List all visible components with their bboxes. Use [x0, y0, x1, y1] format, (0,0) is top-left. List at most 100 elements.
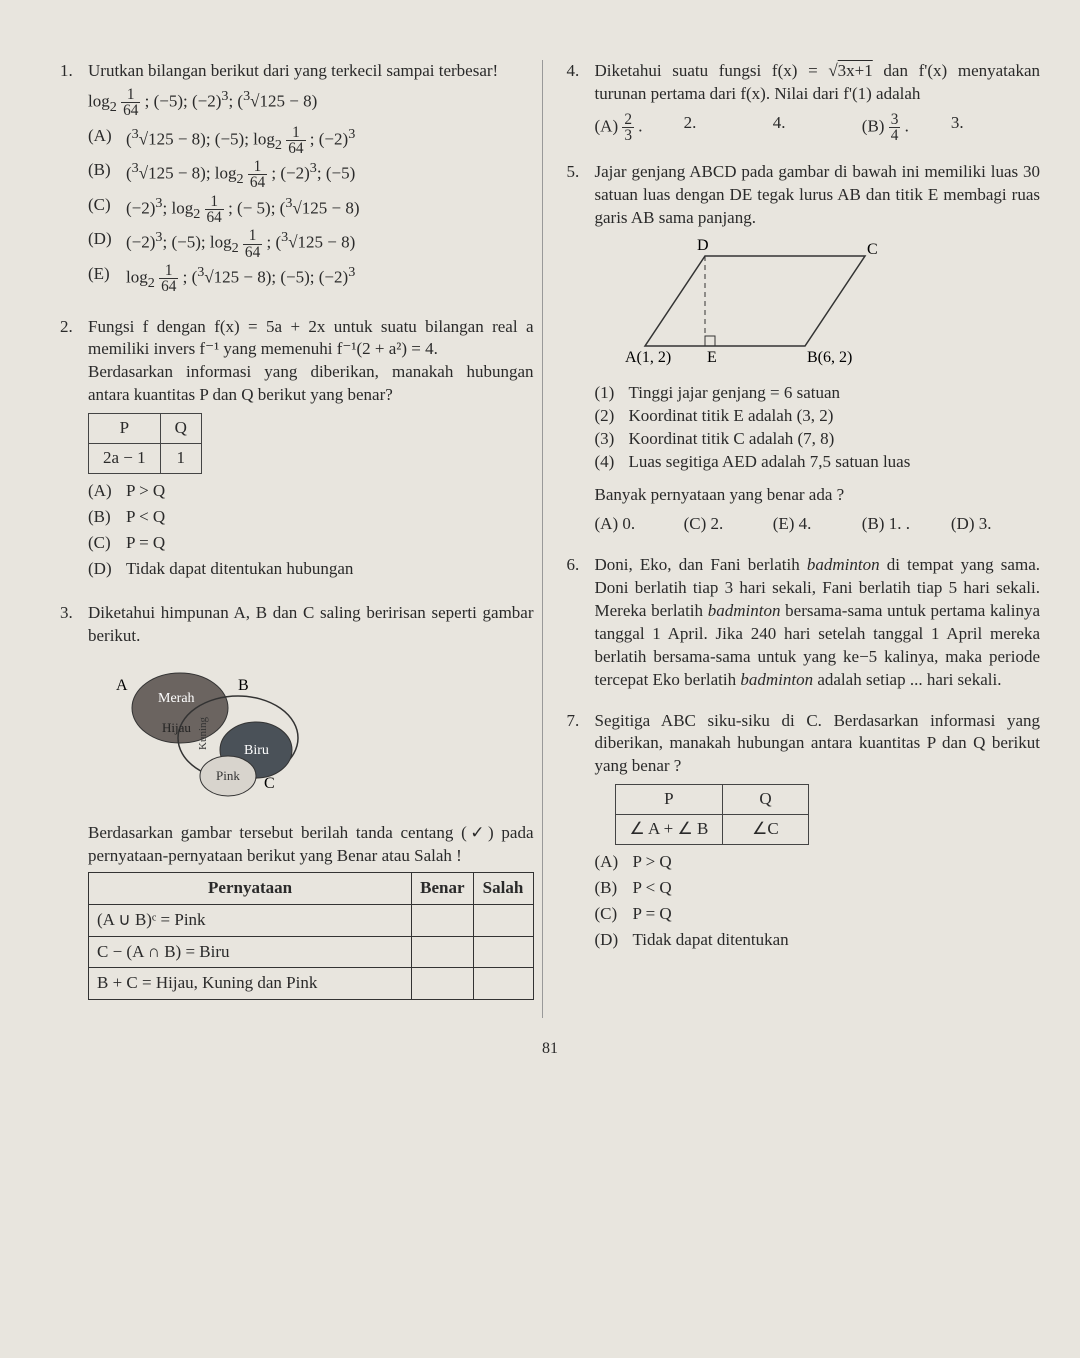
- question-body: Diketahui himpunan A, B dan C saling ber…: [88, 602, 534, 1001]
- opt-text: P > Q: [126, 480, 165, 503]
- th-benar: Benar: [412, 872, 473, 904]
- opt-letter: (D): [88, 558, 126, 581]
- opt-text: Tidak dapat ditentukan: [633, 929, 789, 952]
- question-text: Segitiga ABC siku-siku di C. Berdasarkan…: [595, 710, 1041, 779]
- opt-text: Tidak dapat ditentukan hubungan: [126, 558, 353, 581]
- label-kuning: Kuning: [197, 716, 209, 750]
- question-text-2: Berdasarkan gambar tersebut berilah tand…: [88, 822, 534, 868]
- opt: 3.: [951, 112, 1040, 144]
- opt-text: P < Q: [633, 877, 672, 900]
- td-p: ∠ A + ∠ B: [615, 815, 723, 845]
- stmt-cell: (A ∪ B)ᶜ = Pink: [89, 904, 412, 936]
- question-body: Segitiga ABC siku-siku di C. Berdasarkan…: [595, 710, 1041, 955]
- td-p: 2a − 1: [89, 444, 161, 474]
- question-text-2: Berdasarkan informasi yang diberikan, ma…: [88, 361, 534, 407]
- options: (A)(3√125 − 8); (−5); log2 164 ; (−2)3 (…: [88, 125, 534, 295]
- td-q: ∠C: [723, 815, 808, 845]
- opt: (B) 1. .: [862, 513, 951, 536]
- question-5: 5. Jajar genjang ABCD pada gambar di baw…: [567, 161, 1041, 535]
- opt: (E) 4.: [773, 513, 862, 536]
- opt-letter: (C): [88, 194, 126, 226]
- stmt: Koordinat titik C adalah (7, 8): [629, 428, 835, 451]
- question-text: Doni, Eko, dan Fani berlatih badminton d…: [595, 554, 1041, 692]
- question-body: Doni, Eko, dan Fani berlatih badminton d…: [595, 554, 1041, 692]
- salah-cell[interactable]: [473, 904, 533, 936]
- opt: (D) 3.: [951, 513, 1040, 536]
- options: (A) 0. (C) 2. (E) 4. (B) 1. . (D) 3.: [595, 513, 1041, 536]
- options: (A) 23 . 2. 4. (B) 34 . 3.: [595, 112, 1041, 144]
- question-text: Jajar genjang ABCD pada gambar di bawah …: [595, 161, 1041, 230]
- statement-table: Pernyataan Benar Salah (A ∪ B)ᶜ = Pink C…: [88, 872, 534, 1001]
- options: (A)P > Q (B)P < Q (C)P = Q (D)Tidak dapa…: [595, 851, 1041, 952]
- opt-text: (−2)3; (−5); log2 164 ; (3√125 − 8): [126, 228, 355, 260]
- opt-text: P < Q: [126, 506, 165, 529]
- question-text: Diketahui suatu fungsi f(x) = √3x+1 dan …: [595, 60, 1041, 106]
- salah-cell[interactable]: [473, 936, 533, 968]
- question-text: Fungsi f dengan f(x) = 5a + 2x untuk sua…: [88, 316, 534, 362]
- question-number: 3.: [60, 602, 88, 1001]
- label-B: B(6, 2): [807, 349, 852, 366]
- question-ask: Banyak pernyataan yang benar ada ?: [595, 484, 1041, 507]
- opt-letter: (A): [595, 851, 633, 874]
- page-number: 81: [60, 1038, 1040, 1060]
- stmt-num: (2): [595, 405, 629, 428]
- label-biru: Biru: [244, 743, 269, 758]
- label-B: B: [238, 677, 249, 694]
- stmt-cell: B + C = Hijau, Kuning dan Pink: [89, 968, 412, 1000]
- opt: 2.: [684, 112, 773, 144]
- th-salah: Salah: [473, 872, 533, 904]
- th-q: Q: [723, 785, 808, 815]
- benar-cell[interactable]: [412, 904, 473, 936]
- salah-cell[interactable]: [473, 968, 533, 1000]
- benar-cell[interactable]: [412, 968, 473, 1000]
- question-3: 3. Diketahui himpunan A, B dan C saling …: [60, 602, 534, 1001]
- label-E: E: [707, 349, 717, 366]
- td-q: 1: [160, 444, 201, 474]
- question-body: Fungsi f dengan f(x) = 5a + 2x untuk sua…: [88, 316, 534, 584]
- opt: (B) 34 .: [862, 112, 951, 144]
- label-A: A(1, 2): [625, 349, 671, 366]
- question-body: Jajar genjang ABCD pada gambar di bawah …: [595, 161, 1041, 535]
- th-p: P: [89, 414, 161, 444]
- question-1: 1. Urutkan bilangan berikut dari yang te…: [60, 60, 534, 298]
- question-text: Urutkan bilangan berikut dari yang terke…: [88, 60, 534, 83]
- venn-svg: A B C Merah Hijau Biru Pink Kuning: [108, 658, 338, 808]
- venn-diagram: A B C Merah Hijau Biru Pink Kuning: [108, 658, 338, 808]
- question-number: 4.: [567, 60, 595, 143]
- opt-letter: (B): [88, 159, 126, 191]
- opt-letter: (C): [595, 903, 633, 926]
- opt-text: P = Q: [633, 903, 672, 926]
- question-text: Diketahui himpunan A, B dan C saling ber…: [88, 602, 534, 648]
- right-column: 4. Diketahui suatu fungsi f(x) = √3x+1 d…: [553, 60, 1041, 1018]
- exam-page: 1. Urutkan bilangan berikut dari yang te…: [0, 0, 1080, 1358]
- question-2: 2. Fungsi f dengan f(x) = 5a + 2x untuk …: [60, 316, 534, 584]
- question-body: Urutkan bilangan berikut dari yang terke…: [88, 60, 534, 298]
- th-q: Q: [160, 414, 201, 444]
- opt: (C) 2.: [684, 513, 773, 536]
- parallelogram-svg: D C A(1, 2) E B(6, 2): [625, 236, 885, 376]
- label-merah: Merah: [158, 691, 195, 706]
- label-hijau: Hijau: [162, 720, 191, 735]
- parallelogram-figure: D C A(1, 2) E B(6, 2): [625, 236, 865, 376]
- opt-text: log2 164 ; (3√125 − 8); (−5); (−2)3: [126, 263, 355, 295]
- question-number: 6.: [567, 554, 595, 692]
- opt-text: P > Q: [633, 851, 672, 874]
- question-body: Diketahui suatu fungsi f(x) = √3x+1 dan …: [595, 60, 1041, 143]
- benar-cell[interactable]: [412, 936, 473, 968]
- th-p: P: [615, 785, 723, 815]
- opt-letter: (D): [595, 929, 633, 952]
- opt-letter: (D): [88, 228, 126, 260]
- question-number: 2.: [60, 316, 88, 584]
- stmt: Luas segitiga AED adalah 7,5 satuan luas: [629, 451, 911, 474]
- label-A: A: [116, 677, 128, 694]
- opt-letter: (A): [88, 480, 126, 503]
- opt-text: (3√125 − 8); (−5); log2 164 ; (−2)3: [126, 125, 355, 157]
- opt-letter: (C): [88, 532, 126, 555]
- opt: (A) 0.: [595, 513, 684, 536]
- opt-text: P = Q: [126, 532, 165, 555]
- th-pernyataan: Pernyataan: [89, 872, 412, 904]
- label-pink: Pink: [216, 768, 240, 783]
- left-column: 1. Urutkan bilangan berikut dari yang te…: [60, 60, 543, 1018]
- stmt-num: (1): [595, 382, 629, 405]
- statement-list: (1)Tinggi jajar genjang = 6 satuan (2)Ko…: [595, 382, 1041, 474]
